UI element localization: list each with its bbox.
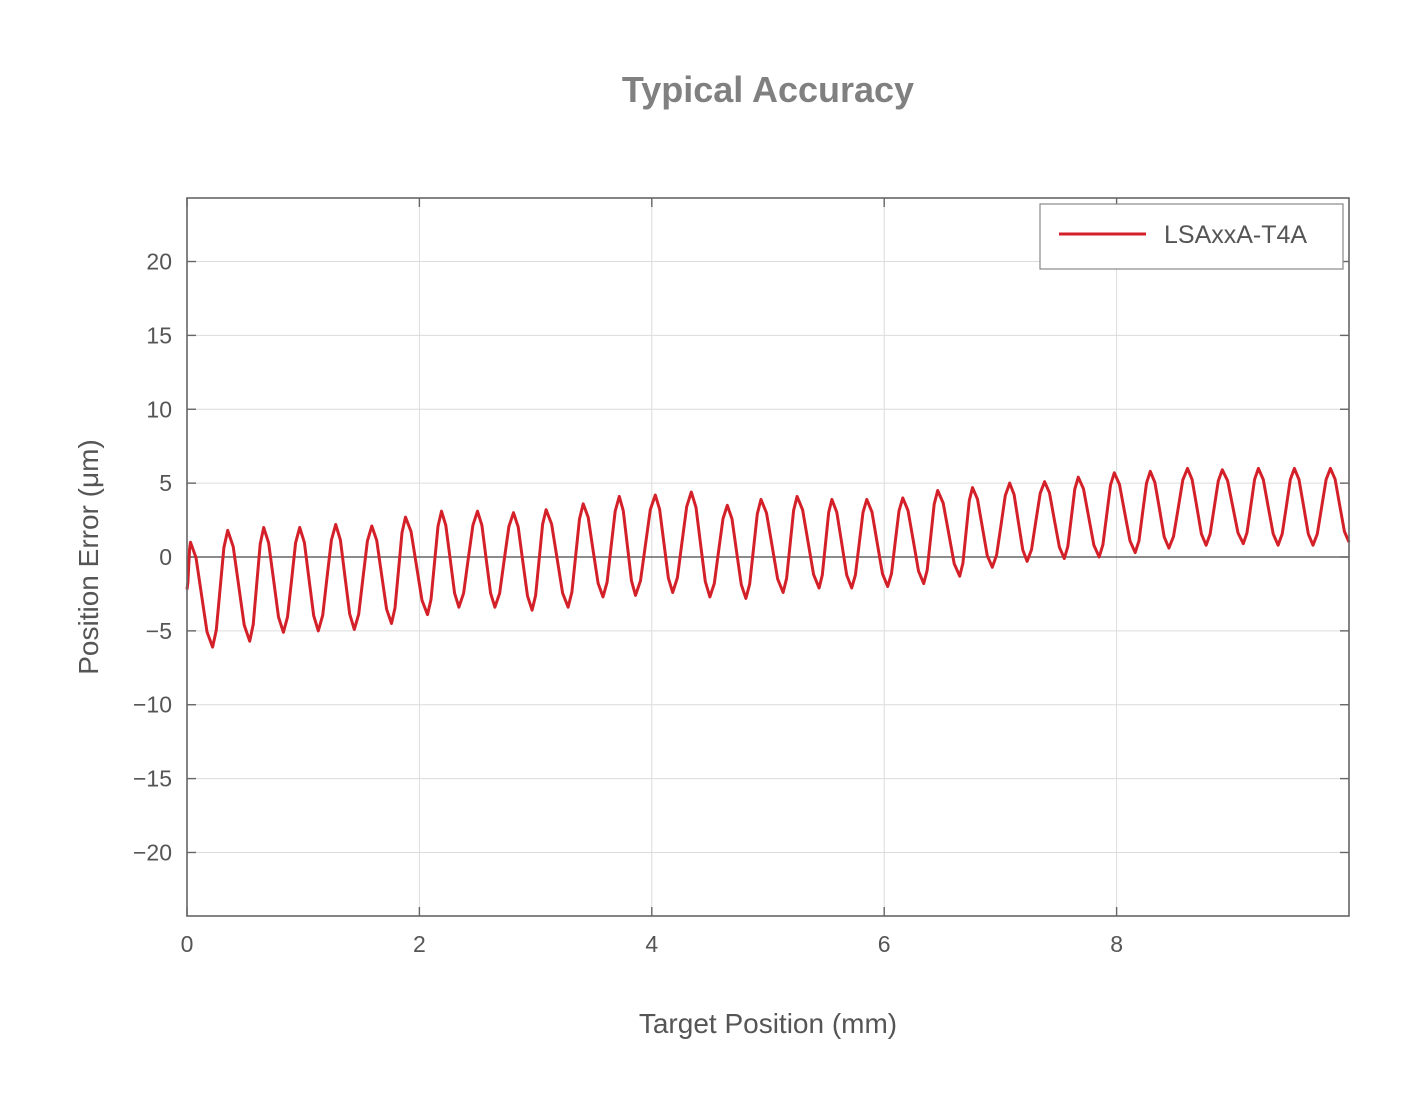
legend-label: LSAxxA-T4A [1164,221,1307,249]
x-tick-label: 8 [1110,931,1123,957]
y-tick-label: −5 [146,618,172,644]
legend: LSAxxA-T4A [1039,203,1344,270]
x-tick-label: 4 [645,931,658,957]
x-tick-label: 2 [413,931,426,957]
plot-frame [186,197,1350,917]
y-tick-label: 15 [146,322,172,348]
y-tick-label: 10 [146,396,172,422]
x-axis-label: Target Position (mm) [639,1008,897,1039]
chart-title: Typical Accuracy [622,69,914,110]
y-tick-labels: 20 15 10 5 0 −5 −10 −15 −20 [133,249,172,866]
x-tick-label: 0 [181,931,194,957]
legend-box [1039,203,1344,270]
series-line [185,466,1351,649]
series-layer [185,466,1351,649]
y-axis-label: Position Error (μm) [73,439,104,675]
x-tick-label: 6 [878,931,891,957]
x-tick-labels: 0 2 4 6 8 [181,931,1123,957]
y-tick-label: −20 [133,839,172,865]
y-tick-label: −15 [133,766,172,792]
grid [187,198,1349,916]
y-tick-label: 20 [146,249,172,275]
y-tick-label: 5 [159,470,172,496]
y-tick-label: 0 [159,544,172,570]
y-tick-label: −10 [133,692,172,718]
